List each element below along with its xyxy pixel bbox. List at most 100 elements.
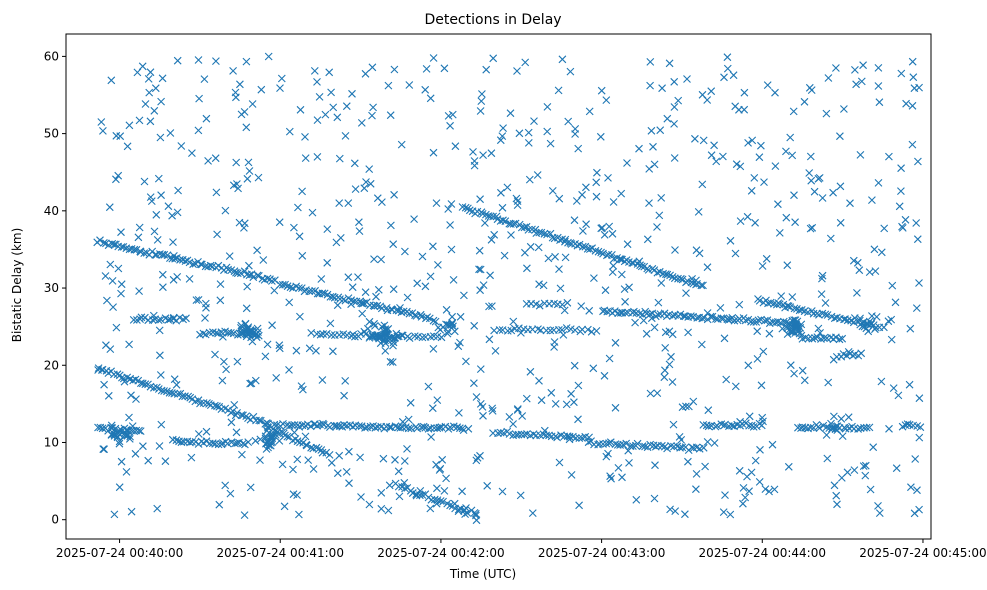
- detection-point: [189, 260, 197, 269]
- detection-point: [701, 462, 709, 471]
- detection-point: [327, 88, 335, 97]
- detection-point: [592, 178, 601, 187]
- detection-point: [247, 379, 256, 388]
- detection-point: [765, 487, 773, 496]
- detection-point: [908, 101, 917, 110]
- detection-point: [243, 174, 252, 183]
- detection-point: [855, 316, 864, 325]
- detection-point: [117, 457, 126, 466]
- detection-point: [763, 81, 772, 89]
- x-axis-label: Time (UTC): [449, 567, 516, 581]
- detection-point: [373, 423, 382, 431]
- detection-point: [238, 326, 246, 335]
- detection-point: [563, 298, 572, 307]
- detection-point: [387, 221, 395, 230]
- detection-point: [824, 74, 833, 82]
- detection-point: [836, 132, 844, 141]
- detection-point: [887, 335, 896, 344]
- detection-point: [798, 366, 807, 375]
- detection-point: [377, 488, 386, 497]
- y-tick-label: 10: [44, 435, 59, 449]
- detection-point: [807, 176, 816, 185]
- detection-point: [432, 460, 440, 469]
- detection-point: [476, 107, 485, 115]
- detection-point: [341, 132, 350, 140]
- detection-point: [407, 424, 416, 433]
- detection-point: [237, 110, 246, 119]
- detection-point: [336, 234, 345, 242]
- detection-point: [133, 68, 142, 77]
- detection-point: [313, 153, 322, 161]
- detection-point: [551, 252, 559, 261]
- detection-point: [442, 474, 450, 483]
- detection-point: [107, 76, 116, 85]
- detection-point: [821, 310, 830, 319]
- y-axis: 0 10 20 30 40 50 60: [44, 49, 66, 527]
- detection-point: [670, 77, 679, 86]
- detection-point: [534, 243, 543, 252]
- detection-point: [310, 420, 319, 429]
- detection-point: [384, 506, 393, 515]
- detection-point: [354, 273, 362, 281]
- detection-point: [623, 159, 631, 167]
- detection-point: [285, 298, 294, 307]
- detection-point: [486, 212, 495, 221]
- detection-point: [885, 152, 893, 161]
- detection-point: [386, 357, 395, 366]
- detection-point: [113, 370, 122, 379]
- detection-point: [574, 381, 583, 390]
- detection-point: [236, 80, 244, 89]
- detection-point: [242, 123, 251, 132]
- detection-point: [318, 376, 327, 384]
- detection-point: [241, 440, 249, 449]
- detection-point: [388, 358, 397, 366]
- detection-point: [743, 212, 752, 221]
- detection-point: [201, 299, 210, 308]
- detection-point: [213, 230, 221, 239]
- detection-point: [472, 516, 481, 525]
- detection-point: [329, 103, 338, 112]
- detection-point: [256, 456, 264, 464]
- detection-point: [297, 382, 306, 390]
- detection-point: [479, 411, 487, 420]
- detection-point: [570, 361, 579, 370]
- detection-point: [516, 491, 525, 500]
- detection-point: [554, 86, 563, 95]
- detection-point: [558, 55, 567, 64]
- detection-point: [823, 311, 832, 319]
- detection-point: [114, 171, 123, 180]
- detection-point: [473, 453, 482, 462]
- detection-point: [326, 319, 335, 328]
- detection-point: [513, 201, 522, 209]
- detection-point: [212, 188, 221, 197]
- detection-point: [173, 273, 182, 281]
- detection-point: [236, 269, 245, 278]
- detection-point: [856, 424, 865, 433]
- detection-point: [404, 415, 413, 424]
- detection-point: [663, 270, 672, 279]
- detection-point: [670, 103, 679, 111]
- detection-point: [211, 401, 219, 410]
- detection-point: [908, 140, 917, 149]
- detection-point: [400, 478, 409, 487]
- detection-point: [670, 442, 678, 451]
- detection-point: [169, 313, 178, 322]
- detection-point: [301, 154, 310, 162]
- detection-point: [333, 469, 342, 478]
- detection-point: [660, 373, 669, 382]
- detection-point: [202, 437, 211, 446]
- detection-point: [487, 149, 496, 158]
- detection-point: [121, 428, 130, 437]
- detection-point: [575, 501, 583, 510]
- detection-point: [115, 483, 124, 492]
- detection-point: [358, 309, 367, 318]
- detection-point: [385, 481, 394, 490]
- detection-point: [692, 485, 700, 494]
- detection-point: [106, 260, 115, 269]
- detection-point: [326, 423, 334, 431]
- detection-point: [231, 411, 240, 420]
- detection-point: [703, 96, 712, 104]
- detection-point: [498, 132, 507, 140]
- detection-point: [571, 434, 580, 442]
- detection-point: [429, 242, 437, 251]
